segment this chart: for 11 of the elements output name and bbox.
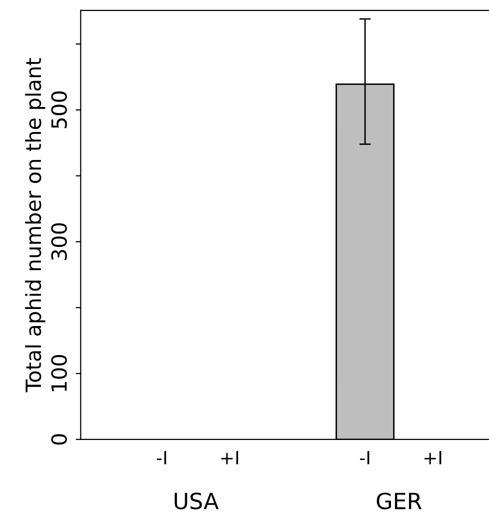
y-tick-label: 500 [51,91,67,128]
text: USA [174,492,219,510]
y-tick-label: 0 [51,434,67,445]
y-axis-title: Total aphid number on the plant [25,58,46,392]
x-tick-label: -I [360,451,370,464]
x-tick-label: +I [424,451,442,464]
y-tick-label: 100 [51,355,67,392]
text: GER [376,492,422,510]
x-tick-label: +I [221,451,238,464]
x-tick-label: -I [156,451,166,464]
y-tick-label: 300 [51,223,67,260]
